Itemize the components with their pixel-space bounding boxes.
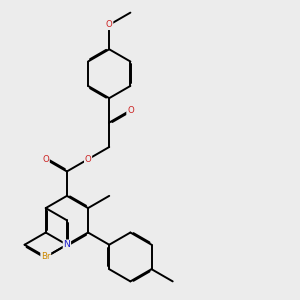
- Text: O: O: [106, 20, 112, 29]
- Text: N: N: [64, 240, 70, 249]
- Text: O: O: [127, 106, 134, 115]
- Text: Br: Br: [41, 253, 50, 262]
- Text: O: O: [42, 155, 49, 164]
- Text: O: O: [85, 155, 92, 164]
